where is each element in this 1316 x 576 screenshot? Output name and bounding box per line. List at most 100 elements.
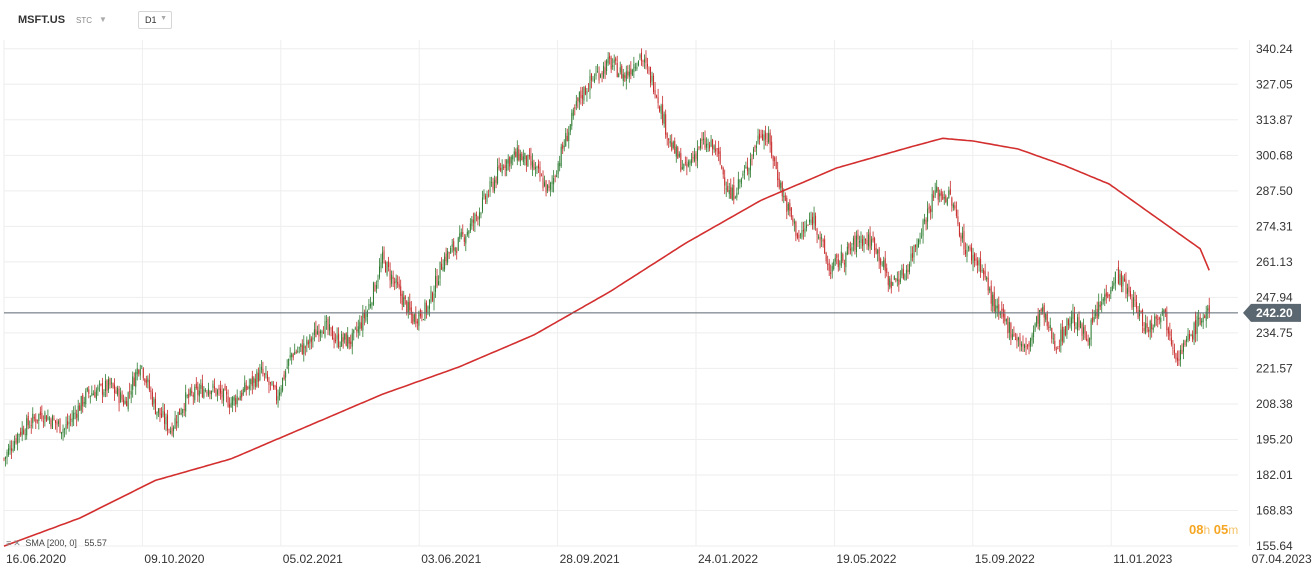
candle-body bbox=[453, 241, 455, 251]
candle-body bbox=[315, 329, 317, 338]
candle-body bbox=[226, 391, 228, 395]
candle-body bbox=[1108, 295, 1110, 297]
candle-body bbox=[1179, 349, 1181, 360]
candle-body bbox=[441, 263, 443, 270]
candle-body bbox=[513, 151, 515, 155]
candle-body bbox=[784, 195, 786, 201]
candle-body bbox=[706, 143, 708, 148]
candle-body bbox=[1110, 290, 1112, 294]
candle-body bbox=[946, 198, 948, 205]
candle-body bbox=[957, 216, 959, 224]
timeframe-select[interactable]: D1 ▼ bbox=[138, 11, 172, 29]
candle-body bbox=[925, 219, 927, 225]
candle-body bbox=[385, 261, 387, 273]
candle-body bbox=[1031, 335, 1033, 341]
candle-body bbox=[630, 68, 632, 75]
candle-body bbox=[462, 231, 464, 235]
candle-body bbox=[840, 251, 842, 266]
candle-body bbox=[112, 383, 114, 388]
candle-body bbox=[304, 346, 306, 348]
symbol-label[interactable]: MSFT.US bbox=[18, 14, 66, 26]
candle-body bbox=[263, 373, 265, 375]
candle-body bbox=[816, 228, 818, 235]
candle-body bbox=[20, 431, 22, 435]
candle-body bbox=[45, 415, 47, 422]
candle-body bbox=[1189, 333, 1191, 339]
candle-body bbox=[1120, 273, 1122, 287]
candle-body bbox=[488, 194, 490, 196]
candle-body bbox=[725, 188, 727, 190]
candle-body bbox=[672, 141, 674, 148]
candle-body bbox=[575, 101, 577, 107]
candle-body bbox=[101, 382, 103, 395]
candle-body bbox=[306, 339, 308, 346]
candle-body bbox=[1067, 319, 1069, 326]
instrument-type-label[interactable]: STC bbox=[76, 16, 92, 25]
candle-body bbox=[869, 232, 871, 249]
candle-body bbox=[321, 331, 323, 334]
candle-body bbox=[250, 379, 252, 385]
candle-body bbox=[1083, 327, 1085, 334]
candle-body bbox=[519, 153, 521, 162]
candle-body bbox=[613, 59, 615, 63]
candle-body bbox=[291, 353, 293, 358]
candle-body bbox=[1133, 297, 1135, 308]
candle-body bbox=[318, 330, 320, 337]
indicator-legend[interactable]: ≡ ✕ SMA [200, 0] 55.57 bbox=[6, 538, 107, 549]
candle-body bbox=[220, 388, 222, 394]
candle-body bbox=[1199, 317, 1201, 325]
candle-body bbox=[215, 388, 217, 396]
candle-body bbox=[492, 182, 494, 190]
candle-body bbox=[1129, 291, 1131, 297]
candle-body bbox=[701, 138, 703, 142]
chevron-down-icon[interactable]: ▼ bbox=[99, 15, 107, 24]
candle-body bbox=[380, 262, 382, 269]
candle-body bbox=[696, 148, 698, 161]
candle-body bbox=[478, 212, 480, 220]
candle-body bbox=[127, 392, 129, 410]
candle-body bbox=[584, 87, 586, 95]
candle-body bbox=[301, 345, 303, 354]
candle-body bbox=[413, 314, 415, 322]
candle-body bbox=[369, 304, 371, 307]
candle-body bbox=[126, 400, 128, 407]
candle-body bbox=[95, 390, 97, 400]
candle-body bbox=[954, 205, 956, 209]
settings-icon[interactable]: ≡ bbox=[6, 538, 12, 548]
candle-body bbox=[397, 281, 399, 285]
current-price-tag-bg bbox=[1243, 303, 1301, 322]
candle-body bbox=[1104, 294, 1106, 301]
candle-body bbox=[21, 427, 23, 436]
candle-body bbox=[230, 402, 232, 408]
candle-body bbox=[577, 98, 579, 101]
candle-body bbox=[212, 383, 214, 388]
candle-body bbox=[183, 409, 185, 411]
candle-body bbox=[344, 333, 346, 340]
candle-body bbox=[194, 386, 196, 401]
candle-body bbox=[501, 164, 503, 174]
candle-body bbox=[777, 170, 779, 181]
chevron-down-icon: ▼ bbox=[160, 15, 167, 22]
candle-body bbox=[383, 250, 385, 260]
candle-body bbox=[176, 421, 178, 424]
candle-body bbox=[41, 413, 43, 420]
close-icon[interactable]: ✕ bbox=[13, 538, 21, 548]
candle-body bbox=[911, 253, 913, 258]
candle-body bbox=[547, 184, 549, 191]
candle-body bbox=[660, 105, 662, 114]
candle-body bbox=[515, 151, 517, 158]
candle-body bbox=[233, 396, 235, 401]
candle-body bbox=[195, 383, 197, 388]
candle-body bbox=[148, 380, 150, 390]
candle-body bbox=[389, 269, 391, 281]
x-tick-label: 11.01.2023 bbox=[1113, 552, 1172, 566]
candle-body bbox=[537, 164, 539, 169]
candle-body bbox=[294, 351, 296, 355]
candle-body bbox=[922, 220, 924, 237]
candle-body bbox=[618, 73, 620, 78]
candle-body bbox=[269, 382, 271, 384]
candle-body bbox=[206, 392, 208, 394]
candle-body bbox=[260, 366, 262, 370]
candle-body bbox=[510, 156, 512, 164]
